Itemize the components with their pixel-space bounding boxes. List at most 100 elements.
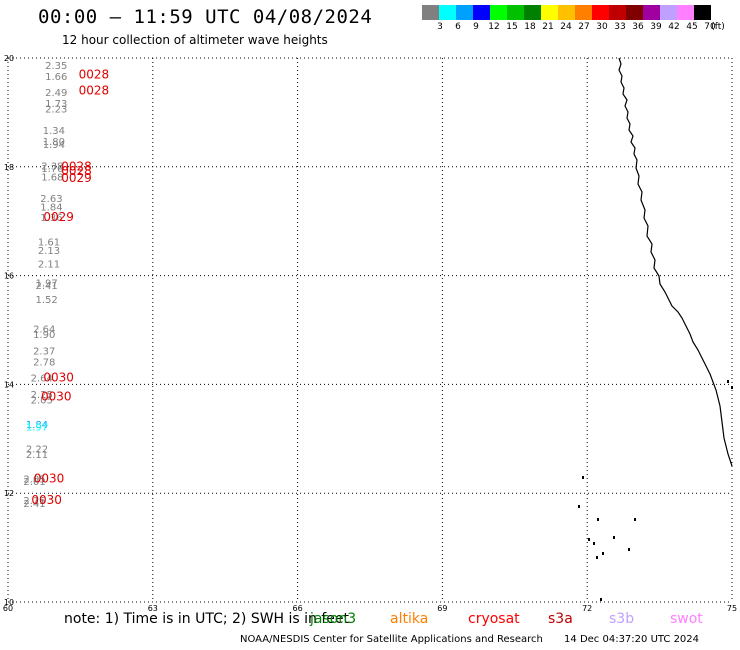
- wave-height-label: 2.05: [23, 474, 45, 485]
- legend-swatch: [643, 5, 660, 20]
- wave-height-label: 2.37: [33, 346, 55, 357]
- legend-swatch: [558, 5, 575, 20]
- page-title: 00:00 – 11:59 UTC 04/08/2024: [38, 6, 373, 28]
- legend-label: 30: [596, 22, 608, 32]
- lon-tick-label: 66: [293, 604, 303, 613]
- legend-swatches: [422, 5, 728, 20]
- satellite-cryosat: cryosat: [468, 611, 520, 627]
- pass-time-label: 0030: [43, 371, 74, 385]
- lat-tick-label: 12: [4, 489, 14, 498]
- legend-swatch: [660, 5, 677, 20]
- lat-tick-label: 14: [4, 380, 14, 389]
- island-mark: [582, 476, 584, 479]
- legend-swatch: [592, 5, 609, 20]
- pass-time-label: 0028: [79, 83, 110, 97]
- legend-swatch: [609, 5, 626, 20]
- pass-time-label: 0030: [41, 390, 72, 404]
- satellite-s3b: s3b: [609, 611, 635, 627]
- legend-unit: (ft): [711, 22, 725, 32]
- island-mark: [634, 518, 636, 521]
- wave-height-label: 2.05: [31, 395, 53, 406]
- legend-label: 33: [614, 22, 626, 32]
- wave-height-label: 1.66: [45, 72, 67, 83]
- lon-tick-label: 69: [437, 604, 447, 613]
- wave-height-label: 1.73: [45, 99, 67, 110]
- island-mark: [600, 598, 602, 601]
- axis-tick-labels: 60 63 66 69 72 75 20 18 16 14 12 10: [3, 54, 737, 613]
- legend-swatch: [422, 5, 439, 20]
- wave-height-label: 2.11: [38, 259, 60, 270]
- wave-height-label: 1.34: [43, 126, 65, 137]
- pass-time-label: 0028: [61, 164, 92, 178]
- lat-tick-label: 10: [4, 598, 14, 607]
- legend-swatch: [439, 5, 456, 20]
- island-mark: [628, 548, 630, 551]
- wave-height-label: 1.52: [35, 295, 57, 306]
- legend-label: 21: [542, 22, 554, 32]
- wave-height-legend: 3 6 9 12 15 18 21 24 27 30 33 36 39 42 45 70 (ft): [422, 5, 728, 35]
- legend-label: 45: [686, 22, 698, 32]
- wave-height-label: 2.15: [23, 496, 45, 507]
- island-mark: [602, 552, 604, 555]
- wave-height-label: 2.35: [45, 61, 67, 72]
- wave-height-label: 1.61: [38, 238, 60, 249]
- legend-label: 27: [578, 22, 590, 32]
- legend-labels: 3 6 9 12 15 18 21 24 27 30 33 36 39 42 45 70 (ft): [422, 20, 728, 32]
- coastline: [578, 57, 733, 601]
- lat-tick-label: 16: [4, 272, 14, 281]
- legend-swatch: [490, 5, 507, 20]
- lon-tick-label: 63: [148, 604, 158, 613]
- legend-label: 70: [704, 22, 716, 32]
- pass-time-label: 0030: [31, 493, 62, 507]
- page-subtitle: 12 hour collection of altimeter wave hei…: [62, 33, 328, 47]
- satellite-altika: altika: [390, 611, 429, 627]
- map-grid: [7, 57, 733, 603]
- wave-height-label: 2.13: [38, 246, 60, 257]
- legend-swatch: [524, 5, 541, 20]
- legend-label: 15: [506, 22, 518, 32]
- legend-label: 42: [668, 22, 680, 32]
- note-bar: note: 1) Time is in UTC; 2) SWH is in fe…: [64, 611, 734, 631]
- wave-height-label: 2.01: [23, 477, 45, 488]
- legend-label: 36: [632, 22, 644, 32]
- wave-height-label: 1.84: [26, 420, 48, 431]
- pass-time-label: 0029: [43, 210, 74, 224]
- legend-label: 3: [437, 22, 443, 32]
- legend-swatch: [626, 5, 643, 20]
- wave-height-label: 1.68: [41, 172, 63, 183]
- wave-height-label: 1.90: [33, 330, 55, 341]
- wave-height-label: 2.64: [33, 325, 55, 336]
- wave-height-label: 2.38: [41, 162, 63, 173]
- wave-height-labels: 2.351.66 2.491.732.23 1.341.801.94 2.381.76…: [23, 61, 67, 510]
- satellite-jason3: jason3: [310, 611, 357, 627]
- wave-height-label: 2.78: [33, 357, 55, 368]
- wave-height-label: 2.41: [35, 281, 57, 292]
- wave-height-label: 1.94: [43, 140, 65, 151]
- wave-height-label: 1.84: [40, 202, 62, 213]
- pass-time-label: 0028: [79, 68, 110, 82]
- legend-swatch: [575, 5, 592, 20]
- pass-time-label: 0030: [34, 471, 65, 485]
- wave-height-label: 2.64: [31, 374, 53, 385]
- pass-time-label: 0028: [61, 160, 92, 174]
- wave-height-label: 1.80: [43, 137, 65, 148]
- legend-swatch: [677, 5, 694, 20]
- wave-height-label: 2.49: [45, 88, 67, 99]
- legend-swatch: [507, 5, 524, 20]
- island-mark: [731, 386, 733, 389]
- credit-text: NOAA/NESDIS Center for Satellite Applica…: [240, 634, 543, 645]
- legend-label: 9: [473, 22, 479, 32]
- footer: NOAA/NESDIS Center for Satellite Applica…: [240, 634, 717, 645]
- legend-label: 6: [455, 22, 461, 32]
- island-mark: [613, 536, 615, 539]
- wave-height-label: 2.63: [40, 194, 62, 205]
- legend-swatch: [694, 5, 711, 20]
- note-text: note: 1) Time is in UTC; 2) SWH is in fe…: [64, 611, 350, 627]
- wave-height-label: 2.23: [45, 104, 67, 115]
- lon-tick-label: 72: [582, 604, 592, 613]
- pass-time-label: 0029: [61, 171, 92, 185]
- legend-label: 39: [650, 22, 662, 32]
- lon-tick-label: 75: [727, 604, 737, 613]
